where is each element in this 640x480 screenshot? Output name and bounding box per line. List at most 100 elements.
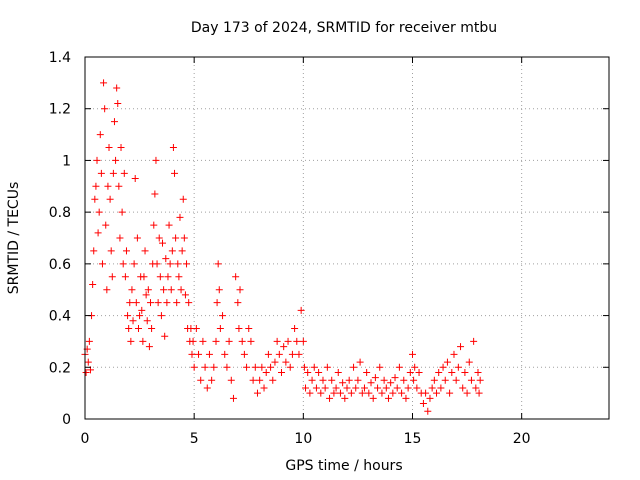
data-point (189, 337, 197, 345)
data-point (94, 229, 102, 237)
data-point (334, 368, 342, 376)
data-point (234, 299, 242, 307)
data-point (162, 255, 170, 263)
data-point (406, 368, 414, 376)
data-point (467, 376, 475, 384)
data-point (175, 273, 183, 281)
data-point (369, 394, 377, 402)
data-point (297, 306, 305, 314)
data-point (253, 389, 261, 397)
data-point (347, 389, 355, 397)
data-point (332, 384, 340, 392)
y-tick-label: 0.6 (49, 257, 71, 273)
data-point (404, 384, 412, 392)
data-point (115, 182, 123, 190)
data-point (415, 368, 423, 376)
data-point (155, 234, 163, 242)
data-point (124, 312, 132, 320)
data-point (133, 234, 141, 242)
data-point (152, 156, 160, 164)
data-point (433, 389, 441, 397)
data-point (389, 389, 397, 397)
data-point (147, 299, 154, 307)
y-tick-label: 0 (62, 412, 71, 428)
data-point (284, 337, 292, 345)
data-point (195, 350, 203, 358)
data-point (181, 291, 189, 299)
data-point (132, 299, 140, 307)
data-point (98, 260, 106, 268)
data-point (101, 105, 109, 113)
data-point (109, 169, 117, 177)
data-point (336, 389, 344, 397)
data-point (430, 376, 438, 384)
data-point (125, 325, 133, 332)
data-point (341, 394, 349, 402)
data-point (176, 213, 184, 221)
data-point (91, 195, 99, 203)
data-point (382, 384, 390, 392)
gridlines (85, 57, 609, 419)
data-point (450, 350, 458, 358)
data-point (197, 376, 205, 384)
data-point (249, 376, 257, 384)
data-point (142, 291, 150, 299)
data-point (299, 337, 307, 345)
data-point (328, 376, 336, 384)
data-point (435, 368, 443, 376)
data-point (180, 234, 188, 242)
data-point (223, 363, 231, 371)
data-point (225, 337, 233, 345)
data-point (110, 118, 118, 126)
data-point (264, 350, 272, 358)
data-point (103, 286, 111, 294)
data-point (120, 169, 128, 177)
data-point (160, 286, 168, 294)
data-point (387, 379, 395, 387)
data-point (199, 337, 207, 345)
y-tick-label: 0.2 (49, 360, 71, 376)
data-point (424, 407, 432, 415)
data-point (235, 325, 243, 332)
x-tick-label: 10 (294, 431, 312, 447)
data-point (358, 389, 366, 397)
data-point (168, 247, 176, 255)
data-point (185, 299, 193, 307)
data-point (278, 368, 285, 376)
data-point (102, 221, 110, 229)
data-point (121, 273, 129, 281)
data-point (119, 260, 127, 268)
y-tick-label: 1.2 (49, 102, 71, 118)
plot-frame (84, 56, 610, 420)
data-point (452, 376, 460, 384)
data-point (126, 299, 134, 307)
y-tick-label: 1.4 (49, 50, 71, 66)
data-point (192, 325, 200, 332)
data-point (210, 363, 218, 371)
data-point (376, 363, 384, 371)
data-point (130, 260, 138, 268)
data-point (122, 247, 130, 255)
data-point (260, 384, 268, 392)
data-point (457, 343, 465, 351)
data-point (213, 299, 221, 307)
data-point (141, 247, 149, 255)
data-point (339, 379, 347, 387)
data-point (118, 208, 126, 216)
data-point (214, 260, 222, 268)
data-point (92, 182, 100, 190)
data-point (308, 376, 316, 384)
data-point (446, 389, 454, 397)
data-point (360, 384, 368, 392)
data-point (247, 337, 255, 345)
data-point (398, 389, 406, 397)
data-point (443, 358, 451, 366)
data-point (411, 363, 419, 371)
data-point (286, 363, 294, 371)
data-point (310, 363, 318, 371)
data-point (153, 260, 161, 268)
data-point (174, 260, 182, 268)
chart-title: Day 173 of 2024, SRMTID for receiver mtb… (191, 20, 497, 36)
data-point (163, 299, 171, 307)
data-point (330, 389, 338, 397)
